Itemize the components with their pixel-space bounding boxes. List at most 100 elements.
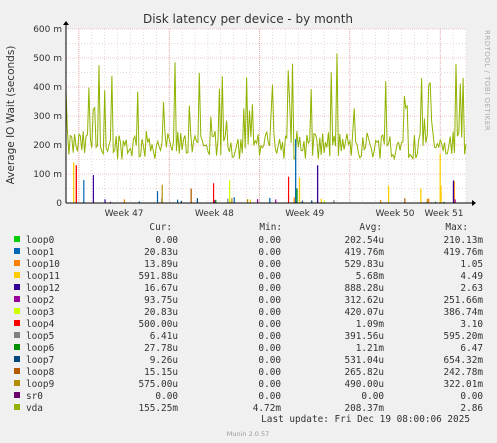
legend-header-min: Min: <box>259 222 282 233</box>
x-tick-label: Week 49 <box>285 209 324 219</box>
legend-cur: 13.89u <box>144 259 178 270</box>
legend-name: sr0 <box>26 391 43 402</box>
legend-min: 0.00 <box>258 235 281 246</box>
legend-avg: 531.04u <box>344 355 384 366</box>
legend-min: 0.00 <box>258 367 281 378</box>
legend-row: sr0 0.00 0.00 0.00 0.00 <box>14 391 483 402</box>
legend-min: 0.00 <box>258 391 281 402</box>
legend-swatch <box>14 356 20 362</box>
legend-max: 654.32m <box>443 355 483 366</box>
series-line-vda <box>65 53 467 161</box>
legend-row: loop11 591.88u 0.00 5.68m 4.49 <box>14 271 483 282</box>
legend-min: 0.00 <box>258 247 281 258</box>
y-tick-label: 300 m <box>33 112 62 122</box>
last-update: Last update: Fri Dec 19 08:00:06 2025 <box>261 414 470 425</box>
legend-avg: 208.37m <box>344 403 384 414</box>
legend-min: 0.00 <box>258 319 281 330</box>
legend-name: loop9 <box>26 379 55 390</box>
legend-swatch <box>14 320 20 326</box>
series-line-loop1 <box>83 180 271 203</box>
x-tick-label: Week 48 <box>195 209 234 219</box>
legend-row: loop1 20.83u 0.00 419.76m 419.76m <box>14 247 483 258</box>
legend-name: loop12 <box>26 283 60 294</box>
legend-max: 251.66m <box>443 295 483 306</box>
legend-min: 0.00 <box>258 295 281 306</box>
x-tick-label: Week 47 <box>105 209 144 219</box>
legend-cur: 9.26u <box>150 355 178 366</box>
legend-swatch <box>14 272 20 278</box>
legend-max: 4.49 <box>460 271 483 282</box>
legend-avg: 529.83u <box>344 259 384 270</box>
x-ticks: Week 47 Week 48 Week 49 Week 50 Week 51 <box>105 209 464 219</box>
x-axis-arrow <box>472 200 476 206</box>
legend-max: 3.10 <box>460 319 483 330</box>
legend-name: loop1 <box>26 247 55 258</box>
legend-cur: 20.83u <box>144 247 178 258</box>
y-ticks: 0 100 m 200 m 300 m 400 m 500 m 600 m <box>33 25 62 209</box>
legend-max: 2.63 <box>460 283 483 294</box>
legend-swatch <box>14 236 20 242</box>
legend-name: loop7 <box>26 355 54 366</box>
legend-avg: 420.07u <box>344 307 384 318</box>
chart-title: Disk latency per device - by month <box>143 12 353 26</box>
legend-row: loop9 575.00u 0.00 490.00u 322.01m <box>14 379 483 390</box>
legend-max: 0.00 <box>460 391 483 402</box>
legend-min: 0.00 <box>258 271 281 282</box>
legend-row: loop4 500.00u 0.00 1.09m 3.10 <box>14 319 483 330</box>
legend-swatch <box>14 392 20 398</box>
legend-avg: 888.28u <box>344 283 384 294</box>
legend-cur: 20.83u <box>144 307 178 318</box>
legend-swatch <box>14 404 20 410</box>
legend-name: loop4 <box>26 319 55 330</box>
legend-row: loop6 27.78u 0.00 1.21m 6.47 <box>14 343 483 354</box>
legend-cur: 575.00u <box>138 379 178 390</box>
legend-cur: 15.15u <box>144 367 178 378</box>
y-tick-label: 100 m <box>33 170 62 180</box>
y-tick-label: 400 m <box>33 83 62 93</box>
legend-row: loop8 15.15u 0.00 265.82u 242.78m <box>14 367 483 378</box>
legend-cur: 6.41u <box>150 331 178 342</box>
legend-swatch <box>14 344 20 350</box>
legend-max: 386.74m <box>443 307 483 318</box>
legend-swatch <box>14 284 20 290</box>
legend-header-cur: Cur: <box>149 222 172 233</box>
legend-max: 242.78m <box>443 367 483 378</box>
legend-name: vda <box>26 403 43 414</box>
legend-name: loop3 <box>26 307 54 318</box>
legend-max: 322.01m <box>443 379 483 390</box>
legend-name: loop8 <box>26 367 55 378</box>
axes <box>63 21 476 206</box>
legend-avg: 1.09m <box>356 319 385 330</box>
legend-avg: 490.00u <box>344 379 384 390</box>
legend-avg: 312.62u <box>344 295 384 306</box>
legend-swatch <box>14 332 20 338</box>
legend-avg: 419.76m <box>344 247 384 258</box>
legend-row: loop10 13.89u 0.00 529.83u 1.05 <box>14 259 483 270</box>
legend-avg: 0.00 <box>361 391 384 402</box>
legend-name: loop11 <box>26 271 60 282</box>
series-line-loop12 <box>92 175 455 203</box>
legend-min: 0.00 <box>258 331 281 342</box>
legend-name: loop10 <box>26 259 60 270</box>
legend-name: loop6 <box>26 343 55 354</box>
legend-max: 595.20m <box>443 331 483 342</box>
x-tick-label: Week 50 <box>376 209 415 219</box>
legend-row: vda 155.25m 4.72m 208.37m 2.86 <box>14 403 483 414</box>
legend: Cur: Min: Avg: Max: loop0 0.00 0.00 202.54u… <box>14 222 483 414</box>
rrdtool-credit: RRDTOOL / TOBI OETIKER <box>483 30 491 131</box>
legend-swatch <box>14 308 20 314</box>
legend-row: loop12 16.67u 0.00 888.28u 2.63 <box>14 283 483 294</box>
legend-swatch <box>14 296 20 302</box>
legend-cur: 500.00u <box>138 319 178 330</box>
legend-cur: 16.67u <box>144 283 178 294</box>
legend-swatch <box>14 380 20 386</box>
legend-max: 6.47 <box>460 343 483 354</box>
legend-max: 210.13m <box>443 235 483 246</box>
y-tick-label: 600 m <box>33 25 62 35</box>
legend-name: loop5 <box>26 331 54 342</box>
legend-avg: 5.68m <box>356 271 385 282</box>
legend-row: loop2 93.75u 0.00 312.62u 251.66m <box>14 295 483 306</box>
legend-swatch <box>14 260 20 266</box>
legend-cur: 591.88u <box>138 271 178 282</box>
